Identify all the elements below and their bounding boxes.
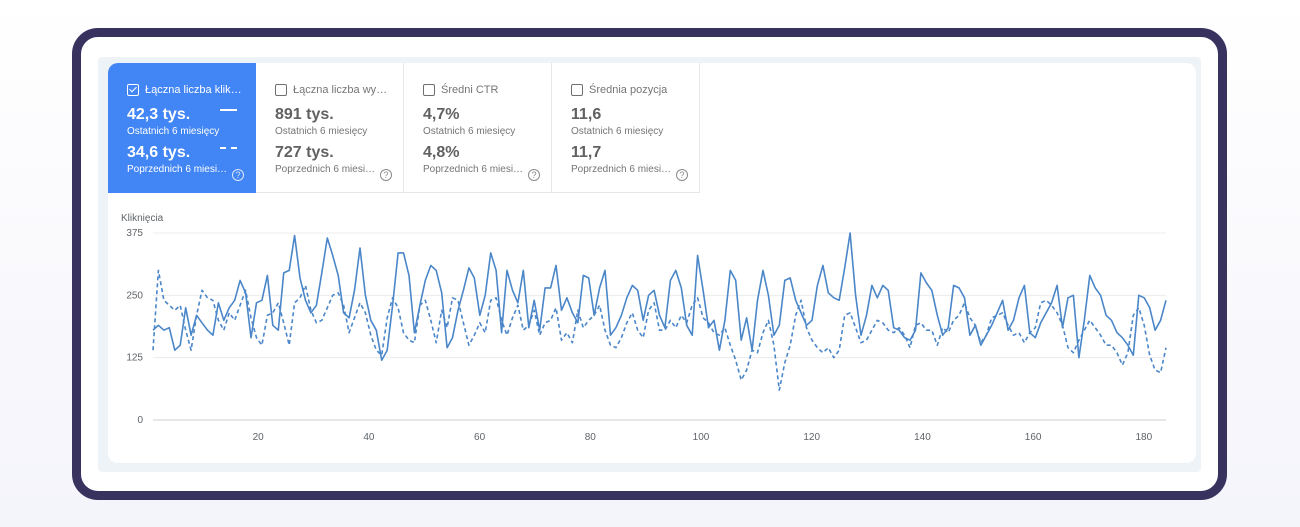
current-period: Ostatnich 6 miesięcy [127, 126, 220, 137]
y-tick-label: 125 [126, 353, 143, 364]
metric-label: Średnia pozycja [589, 84, 668, 96]
current-value: 891 tys. [275, 106, 334, 123]
checkbox-unchecked-icon[interactable] [423, 84, 435, 96]
x-tick-label: 120 [803, 432, 820, 443]
metric-tile-header: Łączna liczba wy… [275, 83, 403, 97]
current-value: 4,7% [423, 106, 460, 123]
previous-value: 727 tys. [275, 144, 334, 161]
help-icon[interactable]: ? [676, 169, 688, 181]
current-period: Ostatnich 6 miesięcy [423, 126, 516, 137]
metric-tile-position[interactable]: Średnia pozycja 11,6 Ostatnich 6 miesięc… [552, 63, 700, 193]
screenshot-area: Łączna liczba klik… 42,3 tys. Ostatnich … [98, 57, 1201, 472]
metric-label: Łączna liczba klik… [145, 84, 242, 96]
current-period: Ostatnich 6 miesięcy [571, 126, 664, 137]
performance-card: Łączna liczba klik… 42,3 tys. Ostatnich … [108, 63, 1196, 463]
previous-value: 34,6 tys. [127, 144, 191, 161]
x-tick-label: 180 [1136, 432, 1153, 443]
checkbox-checked-icon[interactable] [127, 84, 139, 96]
y-tick-label: 375 [126, 228, 143, 239]
dashed-line-legend-icon [220, 147, 237, 149]
x-tick-label: 140 [914, 432, 931, 443]
metric-tile-header: Średni CTR [423, 83, 551, 97]
x-tick-label: 80 [585, 432, 597, 443]
previous-value: 4,8% [423, 144, 460, 161]
metric-label: Łączna liczba wy… [293, 84, 388, 96]
solid-line-legend-icon [220, 109, 237, 111]
x-tick-label: 40 [363, 432, 375, 443]
previous-period-line [152, 269, 1167, 391]
metric-label: Średni CTR [441, 84, 499, 96]
help-icon[interactable]: ? [380, 169, 392, 181]
metric-tile-ctr[interactable]: Średni CTR 4,7% Ostatnich 6 miesięcy 4,8… [404, 63, 552, 193]
previous-value: 11,7 [571, 144, 602, 161]
current-value: 11,6 [571, 106, 602, 123]
metric-tiles: Łączna liczba klik… 42,3 tys. Ostatnich … [108, 63, 700, 193]
x-tick-label: 160 [1025, 432, 1042, 443]
clicks-line-chart: 0 125 250 375 20 40 60 80 100 120 140 160 180 [126, 228, 1167, 443]
metric-tile-clicks[interactable]: Łączna liczba klik… 42,3 tys. Ostatnich … [108, 63, 256, 193]
metric-tile-header: Łączna liczba klik… [127, 83, 255, 97]
previous-period: Poprzednich 6 miesi… [127, 164, 228, 175]
current-value: 42,3 tys. [127, 106, 191, 123]
checkbox-unchecked-icon[interactable] [275, 84, 287, 96]
metric-tile-impressions[interactable]: Łączna liczba wy… 891 tys. Ostatnich 6 m… [256, 63, 404, 193]
chart-y-axis-label: Kliknięcia [121, 213, 164, 224]
previous-period: Poprzednich 6 miesi… [423, 164, 524, 175]
checkbox-unchecked-icon[interactable] [571, 84, 583, 96]
device-frame: Łączna liczba klik… 42,3 tys. Ostatnich … [72, 28, 1227, 500]
current-period-line [152, 232, 1167, 361]
x-tick-label: 60 [474, 432, 486, 443]
help-icon[interactable]: ? [232, 169, 244, 181]
previous-period: Poprzednich 6 miesi… [275, 164, 376, 175]
y-tick-label: 0 [137, 415, 143, 426]
current-period: Ostatnich 6 miesięcy [275, 126, 368, 137]
metric-tile-header: Średnia pozycja [571, 83, 699, 97]
previous-period: Poprzednich 6 miesi… [571, 164, 672, 175]
help-icon[interactable]: ? [528, 169, 540, 181]
x-tick-label: 100 [693, 432, 710, 443]
x-tick-label: 20 [253, 432, 265, 443]
y-tick-label: 250 [126, 290, 143, 301]
